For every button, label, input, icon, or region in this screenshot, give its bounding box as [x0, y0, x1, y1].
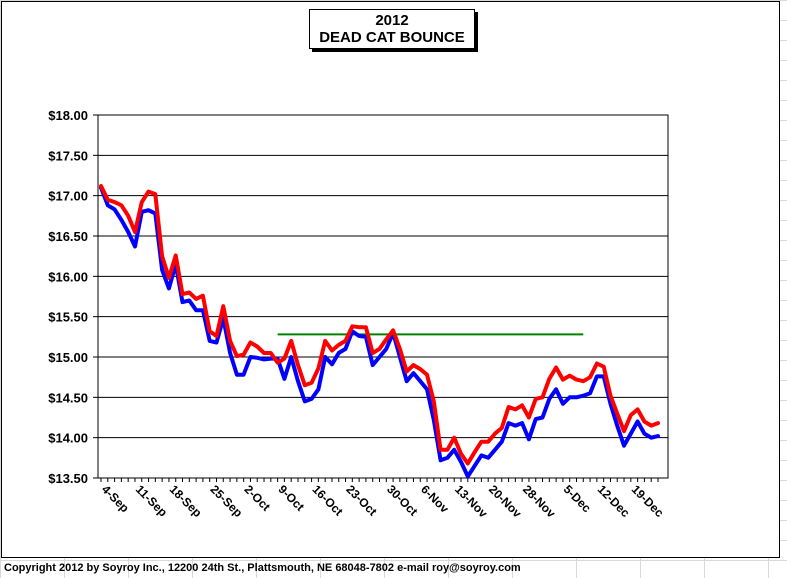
y-tick-label: $16.00 — [48, 269, 88, 284]
copyright-footer: Copyright 2012 by Soyroy Inc., 12200 24t… — [4, 562, 521, 574]
y-tick-label: $17.00 — [48, 189, 88, 204]
x-tick-label: 23-Oct — [343, 482, 379, 518]
chart-title: 2012 — [375, 12, 409, 29]
x-tick-label: 16-Oct — [309, 482, 345, 518]
x-tick-label: 13-Nov — [452, 482, 490, 520]
y-tick-label: $14.00 — [48, 431, 88, 446]
x-tick-label: 20-Nov — [486, 482, 524, 520]
x-tick-label: 6-Nov — [418, 482, 452, 516]
x-tick-label: 28-Nov — [520, 482, 558, 520]
x-tick-label: 2-Oct — [242, 482, 274, 514]
y-tick-label: $14.50 — [48, 390, 88, 405]
y-tick-label: $15.50 — [48, 310, 88, 325]
x-tick-label: 11-Sep — [133, 482, 170, 519]
x-tick-label: 4-Sep — [99, 482, 132, 515]
x-tick-label: 9-Oct — [275, 482, 307, 514]
series-line-red — [99, 184, 660, 466]
x-tick-label: 30-Oct — [384, 482, 420, 518]
y-tick-label: $16.50 — [48, 229, 88, 244]
y-tick-label: $18.00 — [48, 108, 88, 123]
x-tick-label: 19-Dec — [629, 482, 667, 520]
y-tick-label: $15.00 — [48, 350, 88, 365]
x-tick-label: 5-Dec — [561, 482, 594, 515]
y-tick-label: $17.50 — [48, 148, 88, 163]
x-tick-label: 25-Sep — [208, 482, 246, 520]
x-tick-label: 12-Dec — [595, 482, 633, 520]
chart-title-box[interactable]: 2012 DEAD CAT BOUNCE — [309, 9, 475, 49]
x-tick-label: 18-Sep — [167, 482, 205, 520]
series-line-blue — [99, 185, 660, 479]
chart-subtitle: DEAD CAT BOUNCE — [319, 29, 465, 46]
y-tick-label: $13.50 — [48, 471, 88, 486]
